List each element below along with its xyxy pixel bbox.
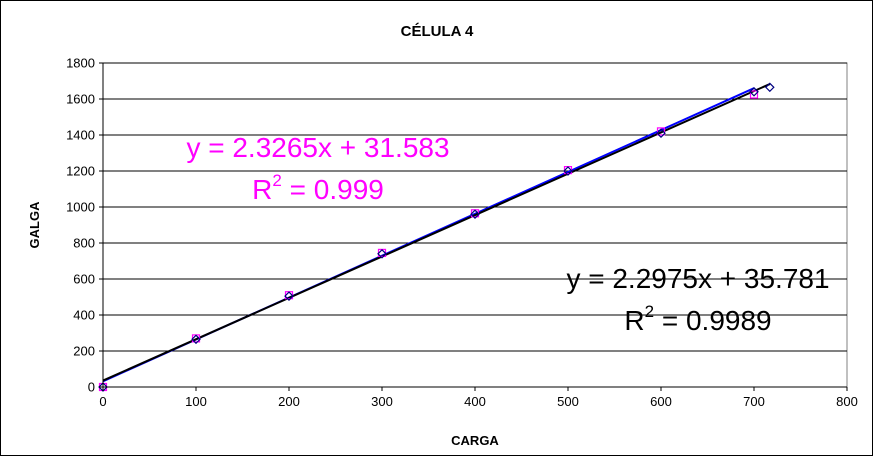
y-tick-label: 800 <box>73 236 95 251</box>
y-tick-label: 1200 <box>66 164 95 179</box>
data-point-diamond <box>764 82 775 93</box>
y-tick-label: 1000 <box>66 200 95 215</box>
data-point-square <box>656 127 666 136</box>
r2-prefix-1: R <box>252 174 272 205</box>
r2-prefix-2: R <box>624 305 644 336</box>
trend-r2-2: R2 = 0.9989 <box>624 302 771 336</box>
data-point-diamond <box>563 166 573 176</box>
r2-value-1: = 0.999 <box>282 174 384 205</box>
trend-r2-1: R2 = 0.999 <box>252 171 384 205</box>
x-tick-label: 100 <box>185 394 207 409</box>
y-tick-label: 400 <box>73 308 95 323</box>
y-tick-label: 0 <box>88 380 95 395</box>
y-axis: 0 200 400 600 800 1000 1200 1400 1600 1800 <box>66 56 104 395</box>
y-tick-label: 1600 <box>66 92 95 107</box>
data-point-diamond <box>656 128 666 139</box>
x-tick-label: 200 <box>278 394 300 409</box>
data-point-square <box>749 90 759 99</box>
x-tick-label: 600 <box>650 394 672 409</box>
x-tick-label: 800 <box>836 394 858 409</box>
y-tick-label: 200 <box>73 344 95 359</box>
r2-exponent-2: 2 <box>645 302 654 321</box>
y-tick-label: 1400 <box>66 128 95 143</box>
x-tick-label: 400 <box>464 394 486 409</box>
x-axis: 0 100 200 300 400 500 600 700 800 <box>99 386 858 409</box>
y-tick-label: 1800 <box>66 56 95 71</box>
x-tick-label: 0 <box>99 394 106 409</box>
trendlines <box>102 83 771 383</box>
data-points <box>98 82 775 392</box>
chart-title: CÉLULA 4 <box>401 23 474 40</box>
x-tick-label: 500 <box>557 394 579 409</box>
trendline-2 <box>102 83 771 382</box>
trend-equation-2: y = 2.2975x + 35.781 <box>566 263 829 294</box>
data-point-diamond <box>191 334 201 345</box>
data-point-diamond <box>470 209 480 220</box>
data-point-diamond <box>377 248 387 259</box>
x-tick-label: 300 <box>371 394 393 409</box>
r2-exponent-1: 2 <box>272 171 281 190</box>
x-tick-label: 700 <box>743 394 765 409</box>
data-point-diamond <box>749 86 759 97</box>
r2-value-2: = 0.9989 <box>654 305 772 336</box>
x-axis-label: CARGA <box>451 433 499 448</box>
plot-area <box>102 62 848 388</box>
data-point-diamond <box>284 291 294 301</box>
trend-equation-1: y = 2.3265x + 31.583 <box>186 132 449 163</box>
y-tick-label: 600 <box>73 272 95 287</box>
grid-lines <box>103 62 847 352</box>
y-axis-label: GALGA <box>27 201 42 249</box>
